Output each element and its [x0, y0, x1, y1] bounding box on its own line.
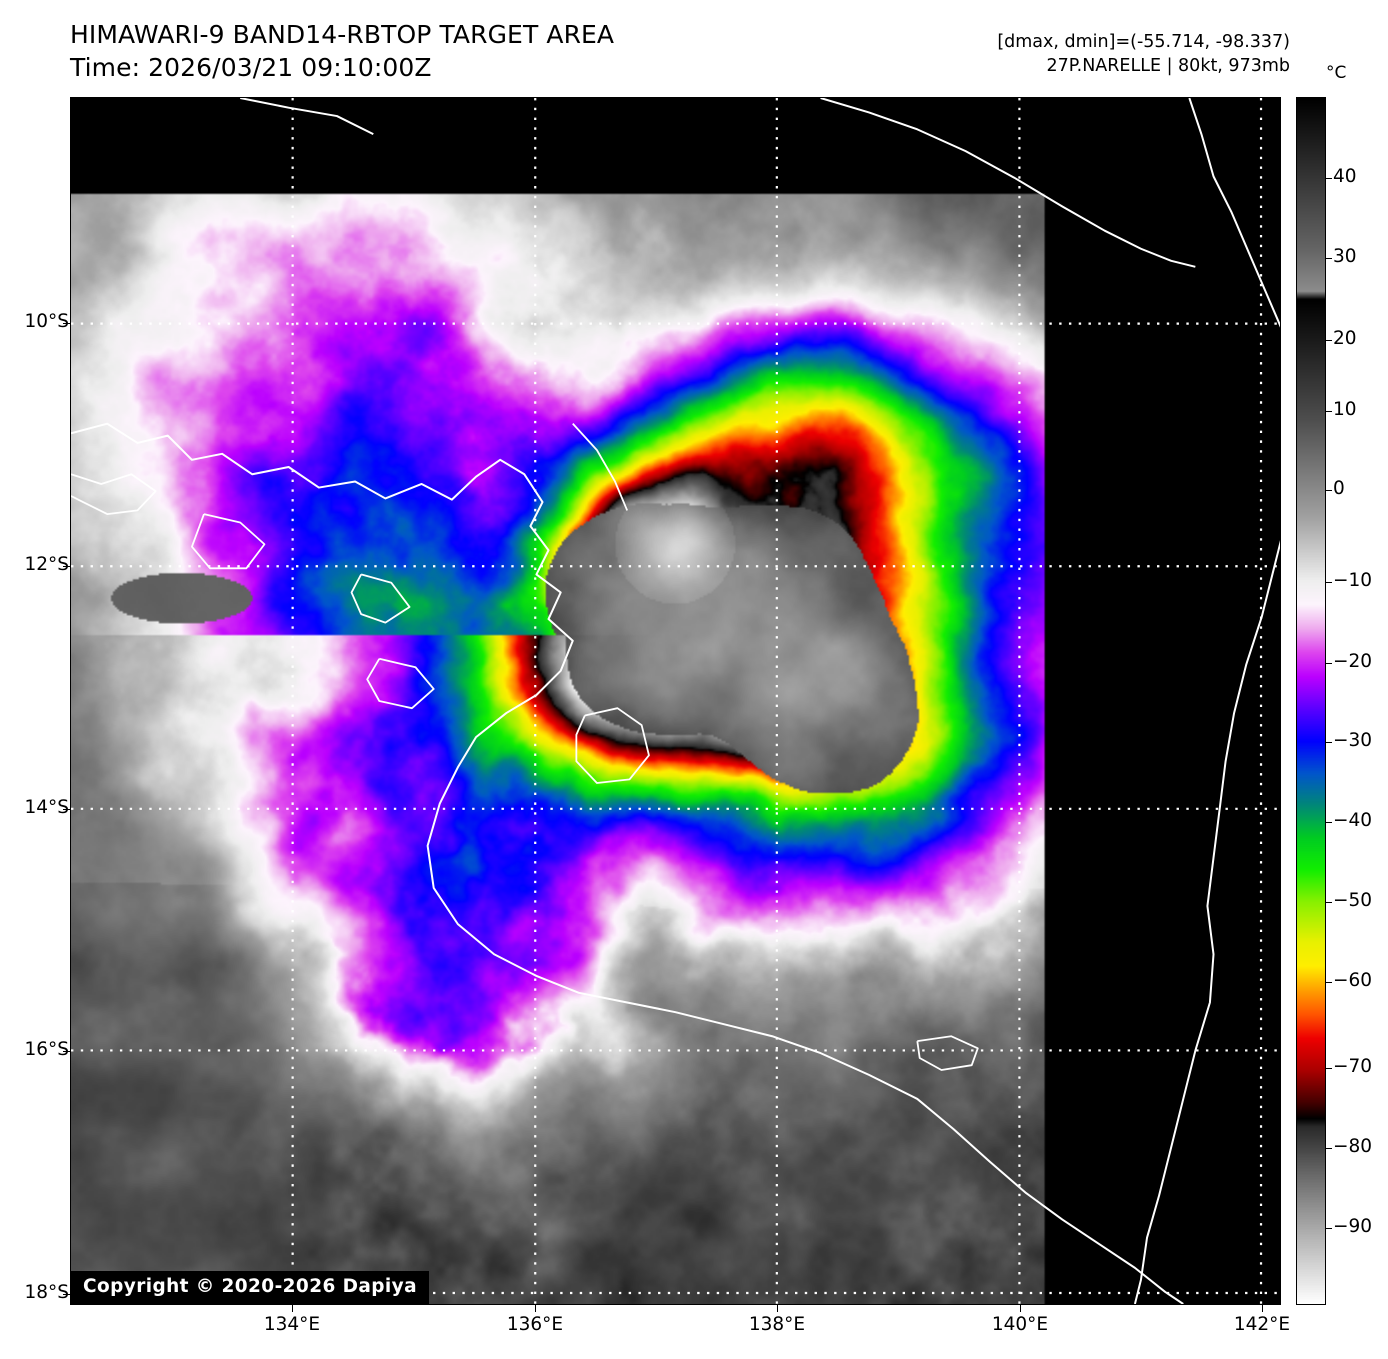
colorbar-tick-20: 20	[1333, 328, 1357, 349]
colorbar-tick-neg10: −10	[1333, 570, 1373, 591]
lon-tick-140e: 140°E	[991, 1314, 1049, 1335]
lon-tickmark	[1262, 1305, 1264, 1312]
lat-tickmark	[63, 566, 70, 568]
coastline-cape-york	[1133, 98, 1280, 1304]
colorbar-tick-neg70: −70	[1333, 1056, 1373, 1077]
coastline-bay-arnhem	[350, 573, 411, 624]
colorbar-tick-0: 0	[1333, 478, 1345, 499]
dminmax-label: [dmax, dmin]=(-55.714, -98.337)	[997, 32, 1290, 52]
colorbar-tick-neg40: −40	[1333, 810, 1373, 831]
lon-tick-134e: 134°E	[263, 1314, 321, 1335]
lon-tickmark	[535, 1305, 537, 1312]
colorbar-gradient	[1297, 98, 1325, 1304]
lon-tickmark	[292, 1305, 294, 1312]
temperature-colorbar[interactable]	[1296, 97, 1326, 1305]
colorbar-tickmark	[1326, 1148, 1332, 1150]
colorbar-tickmark	[1326, 178, 1332, 180]
coastline-overlay	[71, 98, 1280, 1304]
coastline-bay-inlet	[191, 513, 266, 570]
colorbar-tickmark	[1326, 663, 1332, 665]
colorbar-tickmark	[1326, 340, 1332, 342]
colorbar-tickmark	[1326, 490, 1332, 492]
colorbar-tickmark	[1326, 742, 1332, 744]
colorbar-tickmark	[1326, 411, 1332, 413]
coastline-van-diemen-gulf	[71, 473, 157, 516]
lat-tick-10s: 10°S	[24, 311, 69, 332]
coastline-island-north	[240, 98, 374, 136]
colorbar-tick-neg30: −30	[1333, 730, 1373, 751]
colorbar-tickmark	[1326, 582, 1332, 584]
lon-tickmark	[777, 1305, 779, 1312]
storm-info-label: 27P.NARELLE | 80kt, 973mb	[1046, 56, 1290, 77]
colorbar-tick-neg20: −20	[1333, 651, 1373, 672]
page-title: HIMAWARI-9 BAND14-RBTOP TARGET AREA	[70, 20, 615, 49]
title-block: HIMAWARI-9 BAND14-RBTOP TARGET AREA Time…	[70, 18, 614, 84]
colorbar-tickmark	[1326, 902, 1332, 904]
latlon-gridlines	[71, 98, 1280, 1304]
colorbar-tickmark	[1326, 258, 1332, 260]
colorbar-tickmark	[1326, 982, 1332, 984]
colorbar-unit-label: °C	[1326, 63, 1347, 83]
lon-tick-138e: 138°E	[748, 1314, 806, 1335]
lat-tick-12s: 12°S	[24, 554, 69, 575]
colorbar-tick-30: 30	[1333, 246, 1357, 267]
lat-tick-14s: 14°S	[24, 797, 69, 818]
colorbar-tickmark	[1326, 1228, 1332, 1230]
coastline-mornington-island	[916, 1035, 979, 1071]
colorbar-tick-neg60: −60	[1333, 970, 1373, 991]
satellite-infrared-raster	[71, 98, 1280, 1304]
colorbar-tick-neg90: −90	[1333, 1216, 1373, 1237]
colorbar-tickmark	[1326, 1068, 1332, 1070]
lat-tickmark	[63, 1294, 70, 1296]
metadata-block: [dmax, dmin]=(-55.714, -98.337) 27P.NARE…	[997, 30, 1290, 78]
lat-tickmark	[63, 323, 70, 325]
colorbar-tick-40: 40	[1333, 166, 1357, 187]
coastline-png-south	[820, 98, 1196, 268]
timestamp-label: Time: 2026/03/21 09:10:00Z	[70, 53, 432, 82]
lon-tick-142e: 142°E	[1233, 1314, 1291, 1335]
coastline-blue-mud-bay	[366, 657, 435, 710]
lon-tick-136e: 136°E	[506, 1314, 564, 1335]
lat-tick-16s: 16°S	[24, 1039, 69, 1060]
lat-tick-18s: 18°S	[24, 1282, 69, 1303]
coastline-groote-eylandt	[575, 707, 650, 784]
lat-tickmark	[63, 809, 70, 811]
colorbar-tick-neg80: −80	[1333, 1136, 1373, 1157]
colorbar-tick-10: 10	[1333, 399, 1357, 420]
lat-tickmark	[63, 1051, 70, 1053]
colorbar-tickmark	[1326, 822, 1332, 824]
colorbar-tick-neg50: −50	[1333, 890, 1373, 911]
coastline-wessel-islands	[572, 423, 629, 511]
coastline-carpentaria	[71, 422, 1184, 1304]
lon-tickmark	[1020, 1305, 1022, 1312]
copyright-label: Copyright © 2020-2026 Dapiya	[71, 1271, 429, 1304]
satellite-image-plot[interactable]: Copyright © 2020-2026 Dapiya	[70, 97, 1281, 1305]
